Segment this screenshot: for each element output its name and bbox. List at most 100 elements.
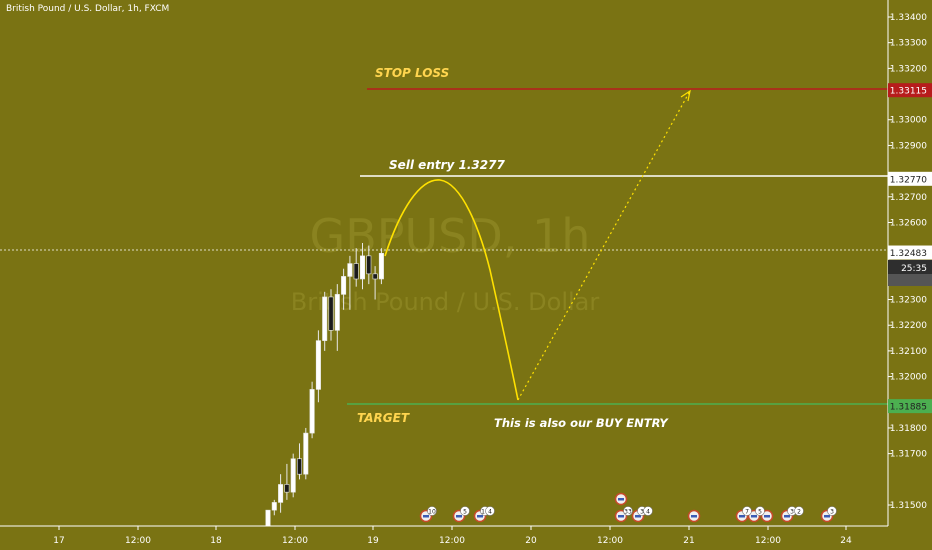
event-flag-stripe — [423, 515, 429, 518]
event-flag-icon[interactable] — [473, 509, 487, 523]
price-label-text: 1.31885 — [890, 403, 927, 413]
event-count-text: 33 — [624, 509, 632, 516]
countdown-badge — [888, 260, 932, 274]
candle[interactable] — [372, 266, 378, 300]
candle[interactable] — [341, 268, 347, 310]
candle-body — [341, 276, 347, 295]
candle[interactable] — [290, 453, 296, 498]
time-tick-label: 12:00 — [439, 536, 465, 546]
event-flag-icon[interactable] — [614, 509, 628, 523]
price-tick-label: 1.33000 — [890, 116, 927, 126]
event-count-text: 4 — [488, 509, 492, 516]
time-tick-label: 24 — [840, 536, 852, 546]
time-tick-label: 18 — [210, 536, 222, 546]
candle[interactable] — [378, 248, 384, 285]
price-label-text: 1.32770 — [890, 175, 927, 185]
price-axis[interactable]: 1.33400 1.33300 1.33200 1.33000 1.32900 1.327… — [887, 0, 932, 526]
price-level-labels: 1.33115 1.32770 1.32483 1.31885 — [888, 83, 932, 414]
candle[interactable] — [315, 330, 321, 403]
event-count-text: 16 — [481, 509, 489, 516]
entry-price-label[interactable]: 1.32770 — [888, 171, 932, 186]
event-count-badge[interactable]: 4 — [643, 506, 653, 516]
candle[interactable] — [353, 248, 359, 287]
candle[interactable] — [359, 243, 365, 290]
candle[interactable] — [303, 427, 309, 480]
event-count-circle — [427, 506, 437, 516]
event-flag-icon[interactable] — [687, 509, 701, 523]
time-tick-label: 12:00 — [755, 536, 781, 546]
price-label-badge — [888, 399, 932, 414]
stop-loss-annotation: STOP LOSS — [375, 66, 449, 80]
time-axis[interactable]: 17 12:00 18 12:00 19 12:00 20 12:00 21 12:00 24 — [0, 525, 932, 550]
candle-body — [290, 458, 296, 493]
candle[interactable] — [271, 499, 277, 516]
event-flag-stripe — [635, 515, 641, 518]
time-tick-labels: 17 12:00 18 12:00 19 12:00 20 12:00 21 12:00 24 — [53, 526, 852, 546]
event-flag-stripe — [739, 515, 745, 518]
candle[interactable] — [366, 245, 372, 285]
candle-body — [278, 484, 284, 503]
stop-loss-price-label[interactable]: 1.33115 — [888, 83, 932, 98]
event-count-badge[interactable]: 7 — [742, 506, 752, 516]
event-count-badge[interactable]: 2 — [794, 506, 804, 516]
watermark-symbol: GBPUSD, 1h — [310, 209, 591, 263]
price-tick-label: 1.32700 — [890, 193, 927, 203]
candle[interactable] — [278, 474, 284, 513]
candle-body — [322, 296, 328, 341]
event-count-badge[interactable]: 5 — [755, 506, 765, 516]
event-count-badge[interactable]: 10 — [427, 506, 437, 516]
price-tick-label: 1.32000 — [890, 373, 927, 383]
candle-body — [353, 263, 359, 280]
candle-body — [334, 294, 340, 331]
price-tick-label: 1.32100 — [890, 347, 927, 357]
price-label-badge — [888, 171, 932, 186]
candle[interactable] — [347, 255, 353, 310]
price-label-badge — [888, 83, 932, 98]
countdown-label: 25:35 — [888, 260, 932, 286]
sell-trade-arc[interactable] — [384, 179, 519, 401]
candle[interactable] — [284, 463, 290, 500]
candle-body — [309, 389, 315, 434]
candle[interactable] — [334, 284, 340, 351]
candle[interactable] — [322, 291, 328, 351]
event-count-circle — [755, 506, 765, 516]
candle[interactable] — [296, 443, 302, 480]
time-axis-background — [0, 526, 932, 550]
price-tick-label: 1.32600 — [890, 218, 927, 228]
price-tick-label: 1.32200 — [890, 321, 927, 331]
candle-body — [366, 255, 372, 275]
candle[interactable] — [309, 381, 315, 439]
candle[interactable] — [265, 509, 271, 527]
candle-body — [265, 509, 271, 527]
event-count-text: 4 — [646, 509, 650, 516]
event-count-badge[interactable]: 4 — [485, 506, 495, 516]
event-flag-icon[interactable] — [760, 509, 774, 523]
projection-arrowhead — [680, 89, 691, 102]
current-price-label[interactable]: 1.32483 — [888, 245, 932, 260]
time-tick-label: 12:00 — [597, 536, 623, 546]
event-count-badge[interactable]: 3 — [787, 506, 797, 516]
event-count-text: 5 — [758, 509, 762, 516]
price-tick-label: 1.33300 — [890, 39, 927, 49]
event-count-circle — [485, 506, 495, 516]
event-flag-stripe — [691, 515, 697, 518]
event-count-badge[interactable]: 5 — [460, 506, 470, 516]
event-flag-icon[interactable] — [614, 492, 628, 506]
price-label-badge — [888, 245, 932, 260]
event-count-circle — [742, 506, 752, 516]
event-count-badge[interactable]: 33 — [623, 506, 633, 516]
event-flag-stripe — [456, 515, 462, 518]
time-tick-label: 12:00 — [282, 536, 308, 546]
candle[interactable] — [328, 289, 334, 341]
event-count-circle — [827, 506, 837, 516]
event-count-badge[interactable]: 3 — [827, 506, 837, 516]
buy-entry-annotation: This is also our BUY ENTRY — [494, 416, 669, 430]
target-price-label[interactable]: 1.31885 — [888, 399, 932, 414]
price-tick-label: 1.31800 — [890, 424, 927, 434]
price-tick-labels: 1.33400 1.33300 1.33200 1.33000 1.32900 1.327… — [888, 13, 927, 511]
event-flag-stripe — [751, 515, 757, 518]
event-flag-stripe — [618, 498, 624, 501]
buy-projection-line[interactable] — [517, 90, 691, 401]
price-label-text: 1.33115 — [890, 87, 927, 97]
